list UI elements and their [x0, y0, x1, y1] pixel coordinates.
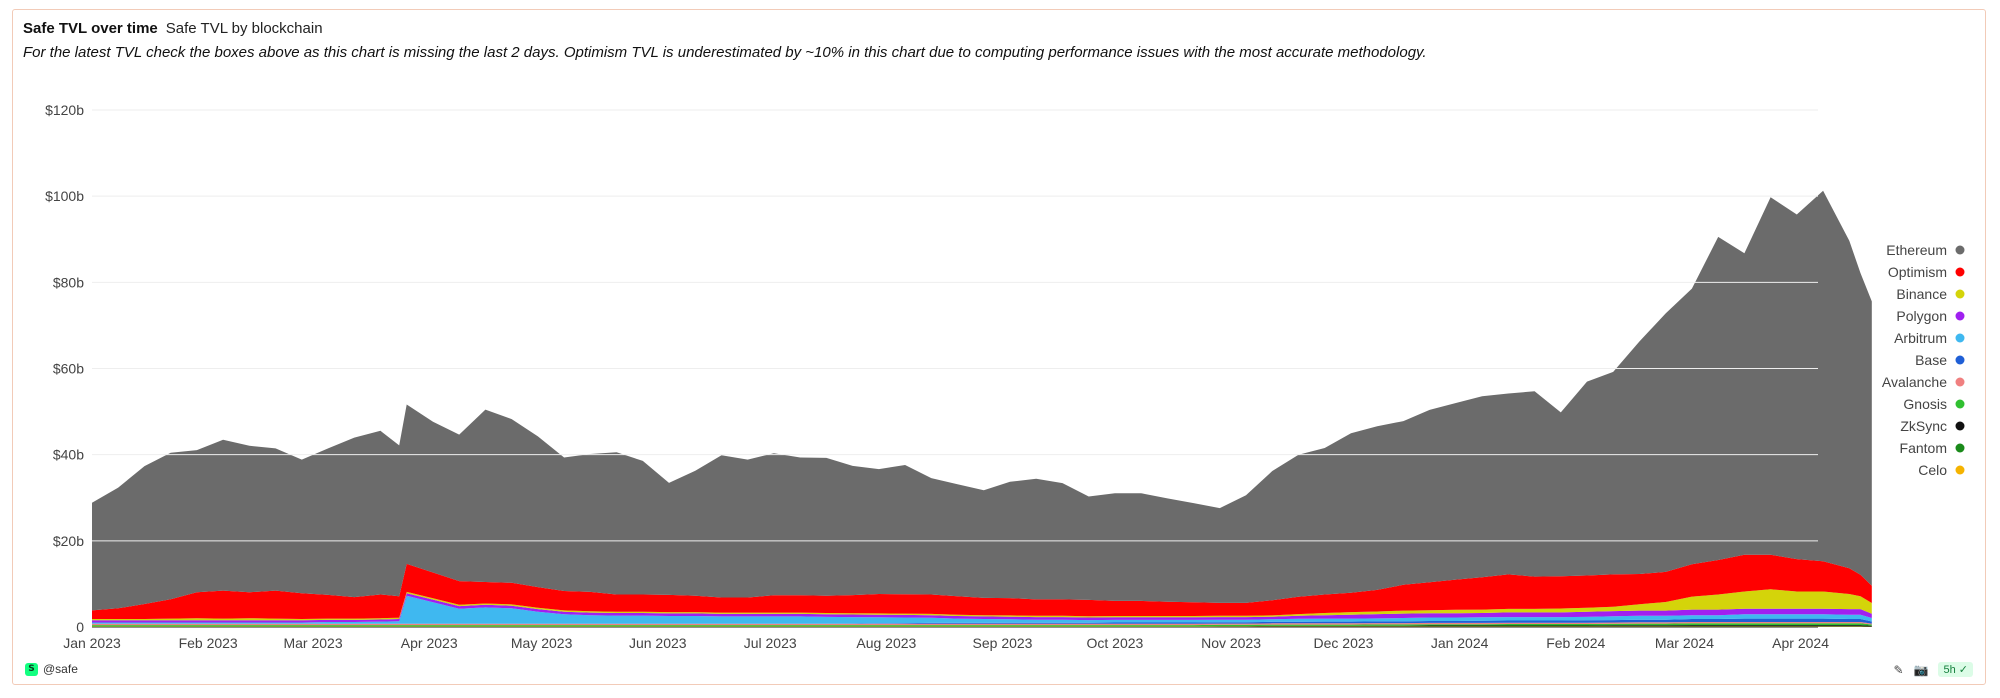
- x-tick-label: Nov 2023: [1201, 635, 1261, 651]
- y-tick-label: $40b: [53, 447, 84, 463]
- legend-label-fantom: Fantom: [1900, 440, 1947, 456]
- legend-swatch-gnosis: [1955, 399, 1965, 409]
- chart-title: Safe TVL over time: [23, 20, 158, 37]
- x-tick-label: Apr 2024: [1772, 635, 1829, 651]
- legend-swatch-avalanche: [1955, 377, 1965, 387]
- x-tick-label: Jan 2024: [1431, 635, 1489, 651]
- x-tick-label: Oct 2023: [1086, 635, 1143, 651]
- chart-actions: ✎ 📷 5h ✓: [1893, 662, 1973, 677]
- series-group: [92, 190, 1872, 627]
- legend-swatch-polygon: [1955, 311, 1965, 321]
- legend-swatch-fantom: [1955, 443, 1965, 453]
- safe-logo-icon: S: [25, 662, 38, 676]
- area-polygon: [92, 593, 1872, 623]
- legend-label-avalanche: Avalanche: [1882, 374, 1947, 390]
- legend-swatch-binance: [1955, 289, 1965, 299]
- chart-subtitle: Safe TVL by blockchain: [165, 20, 323, 37]
- area-gnosis: [92, 623, 1872, 627]
- x-tick-label: Jan 2023: [63, 635, 121, 651]
- check-icon: ✓: [1958, 664, 1968, 676]
- legend-label-base: Base: [1915, 352, 1947, 368]
- y-tick-label: $60b: [53, 361, 84, 377]
- y-tick-label: $100b: [45, 188, 84, 204]
- x-tick-label: Mar 2024: [1655, 635, 1714, 651]
- legend-label-binance: Binance: [1896, 286, 1947, 302]
- x-tick-label: Feb 2023: [179, 635, 238, 651]
- x-tick-label: Dec 2023: [1314, 635, 1374, 651]
- author-handle[interactable]: @safe: [43, 662, 78, 676]
- chart-note: For the latest TVL check the boxes above…: [23, 44, 1427, 61]
- legend-swatch-ethereum: [1955, 245, 1965, 255]
- x-tick-label: Jul 2023: [744, 635, 797, 651]
- chart-header: Safe TVL over time Safe TVL by blockchain: [23, 20, 323, 37]
- x-tick-label: May 2023: [511, 635, 573, 651]
- legend-label-arbitrum: Arbitrum: [1894, 330, 1947, 346]
- legend-label-polygon: Polygon: [1896, 308, 1947, 324]
- legend-label-celo: Celo: [1918, 462, 1947, 478]
- area-avalanche: [92, 622, 1872, 626]
- x-tick-label: Feb 2024: [1546, 635, 1605, 651]
- x-tick-label: Jun 2023: [629, 635, 687, 651]
- legend-label-ethereum: Ethereum: [1886, 242, 1947, 258]
- y-tick-label: $20b: [53, 533, 84, 549]
- legend-label-zksync: ZkSync: [1900, 418, 1947, 434]
- author-credit[interactable]: S @safe: [25, 662, 78, 676]
- y-tick-label: 0: [76, 619, 84, 635]
- legend-label-gnosis: Gnosis: [1903, 396, 1947, 412]
- freshness-age: 5h: [1943, 664, 1956, 676]
- area-optimism: [92, 554, 1872, 619]
- y-tick-label: $80b: [53, 274, 84, 290]
- area-zksync: [92, 625, 1872, 627]
- x-tick-label: Sep 2023: [973, 635, 1033, 651]
- legend-swatch-arbitrum: [1955, 333, 1965, 343]
- area-ethereum: [92, 190, 1872, 611]
- legend-swatch-optimism: [1955, 267, 1965, 277]
- area-base: [92, 618, 1872, 624]
- legend-label-optimism: Optimism: [1888, 264, 1947, 280]
- x-tick-label: Aug 2023: [856, 635, 916, 651]
- legend-swatch-celo: [1955, 465, 1965, 475]
- y-tick-label: $120b: [45, 102, 84, 118]
- freshness-badge[interactable]: 5h ✓: [1938, 662, 1973, 677]
- legend: Ethereum Optimism Binance Polygon Arbitrum Ba…: [1882, 242, 1965, 478]
- area-arbitrum: [92, 595, 1872, 624]
- area-binance: [92, 589, 1872, 621]
- x-tick-label: Mar 2023: [283, 635, 342, 651]
- x-tick-label: Apr 2023: [401, 635, 458, 651]
- legend-swatch-base: [1955, 355, 1965, 365]
- legend-swatch-zksync: [1955, 421, 1965, 431]
- edit-icon[interactable]: ✎: [1893, 662, 1904, 677]
- camera-icon[interactable]: 📷: [1913, 662, 1929, 677]
